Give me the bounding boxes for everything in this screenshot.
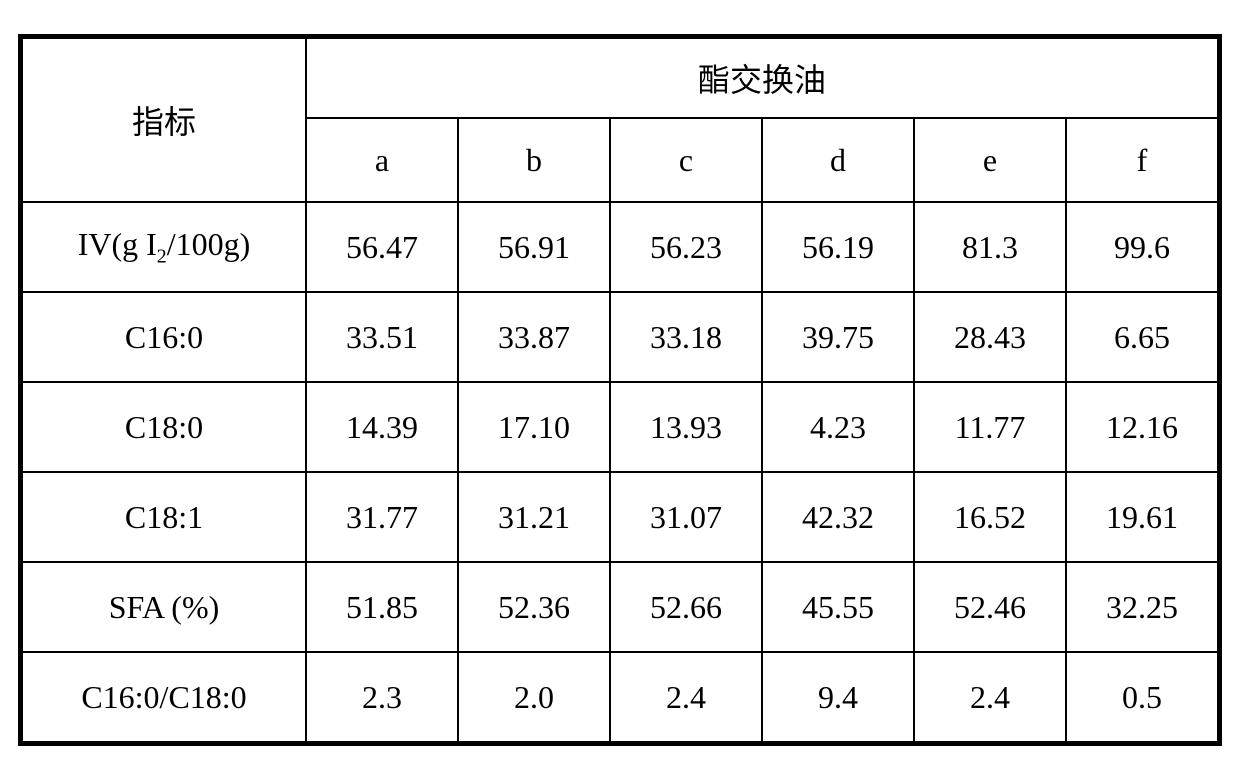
cell-value: 39.75 [762, 292, 914, 382]
table-body: IV(g I2/100g)56.4756.9156.2356.1981.399.… [22, 202, 1218, 742]
cell-value: 14.39 [306, 382, 458, 472]
cell-value: 33.51 [306, 292, 458, 382]
row-label: IV(g I2/100g) [22, 202, 306, 292]
cell-value: 56.19 [762, 202, 914, 292]
row-label: SFA (%) [22, 562, 306, 652]
table-row: SFA (%)51.8552.3652.6645.5552.4632.25 [22, 562, 1218, 652]
data-table-container: 指标 酯交换油 a b c d e f IV(g I2/100g)56.4756… [18, 34, 1222, 746]
col-header: d [762, 118, 914, 202]
cell-value: 56.47 [306, 202, 458, 292]
cell-value: 52.36 [458, 562, 610, 652]
table-row: C16:0/C18:02.32.02.49.42.40.5 [22, 652, 1218, 742]
cell-value: 9.4 [762, 652, 914, 742]
cell-value: 2.4 [610, 652, 762, 742]
row-label: C16:0 [22, 292, 306, 382]
cell-value: 56.91 [458, 202, 610, 292]
cell-value: 56.23 [610, 202, 762, 292]
row-label: C18:1 [22, 472, 306, 562]
cell-value: 16.52 [914, 472, 1066, 562]
row-label: C18:0 [22, 382, 306, 472]
table-row: C16:033.5133.8733.1839.7528.436.65 [22, 292, 1218, 382]
cell-value: 11.77 [914, 382, 1066, 472]
cell-value: 81.3 [914, 202, 1066, 292]
cell-value: 42.32 [762, 472, 914, 562]
cell-value: 19.61 [1066, 472, 1218, 562]
col-header: e [914, 118, 1066, 202]
cell-value: 2.4 [914, 652, 1066, 742]
cell-value: 52.46 [914, 562, 1066, 652]
table-row: C18:131.7731.2131.0742.3216.5219.61 [22, 472, 1218, 562]
indicator-header: 指标 [22, 38, 306, 202]
data-table: 指标 酯交换油 a b c d e f IV(g I2/100g)56.4756… [21, 37, 1219, 743]
header-row-1: 指标 酯交换油 [22, 38, 1218, 118]
cell-value: 52.66 [610, 562, 762, 652]
cell-value: 32.25 [1066, 562, 1218, 652]
row-label: C16:0/C18:0 [22, 652, 306, 742]
cell-value: 4.23 [762, 382, 914, 472]
cell-value: 13.93 [610, 382, 762, 472]
cell-value: 33.18 [610, 292, 762, 382]
cell-value: 51.85 [306, 562, 458, 652]
cell-value: 12.16 [1066, 382, 1218, 472]
cell-value: 31.77 [306, 472, 458, 562]
cell-value: 28.43 [914, 292, 1066, 382]
cell-value: 31.07 [610, 472, 762, 562]
cell-value: 33.87 [458, 292, 610, 382]
cell-value: 6.65 [1066, 292, 1218, 382]
cell-value: 0.5 [1066, 652, 1218, 742]
col-header: c [610, 118, 762, 202]
cell-value: 45.55 [762, 562, 914, 652]
cell-value: 31.21 [458, 472, 610, 562]
table-header: 指标 酯交换油 a b c d e f [22, 38, 1218, 202]
col-header: f [1066, 118, 1218, 202]
cell-value: 17.10 [458, 382, 610, 472]
cell-value: 2.3 [306, 652, 458, 742]
cell-value: 2.0 [458, 652, 610, 742]
table-row: C18:014.3917.1013.934.2311.7712.16 [22, 382, 1218, 472]
cell-value: 99.6 [1066, 202, 1218, 292]
col-header: b [458, 118, 610, 202]
table-row: IV(g I2/100g)56.4756.9156.2356.1981.399.… [22, 202, 1218, 292]
group-header: 酯交换油 [306, 38, 1218, 118]
col-header: a [306, 118, 458, 202]
